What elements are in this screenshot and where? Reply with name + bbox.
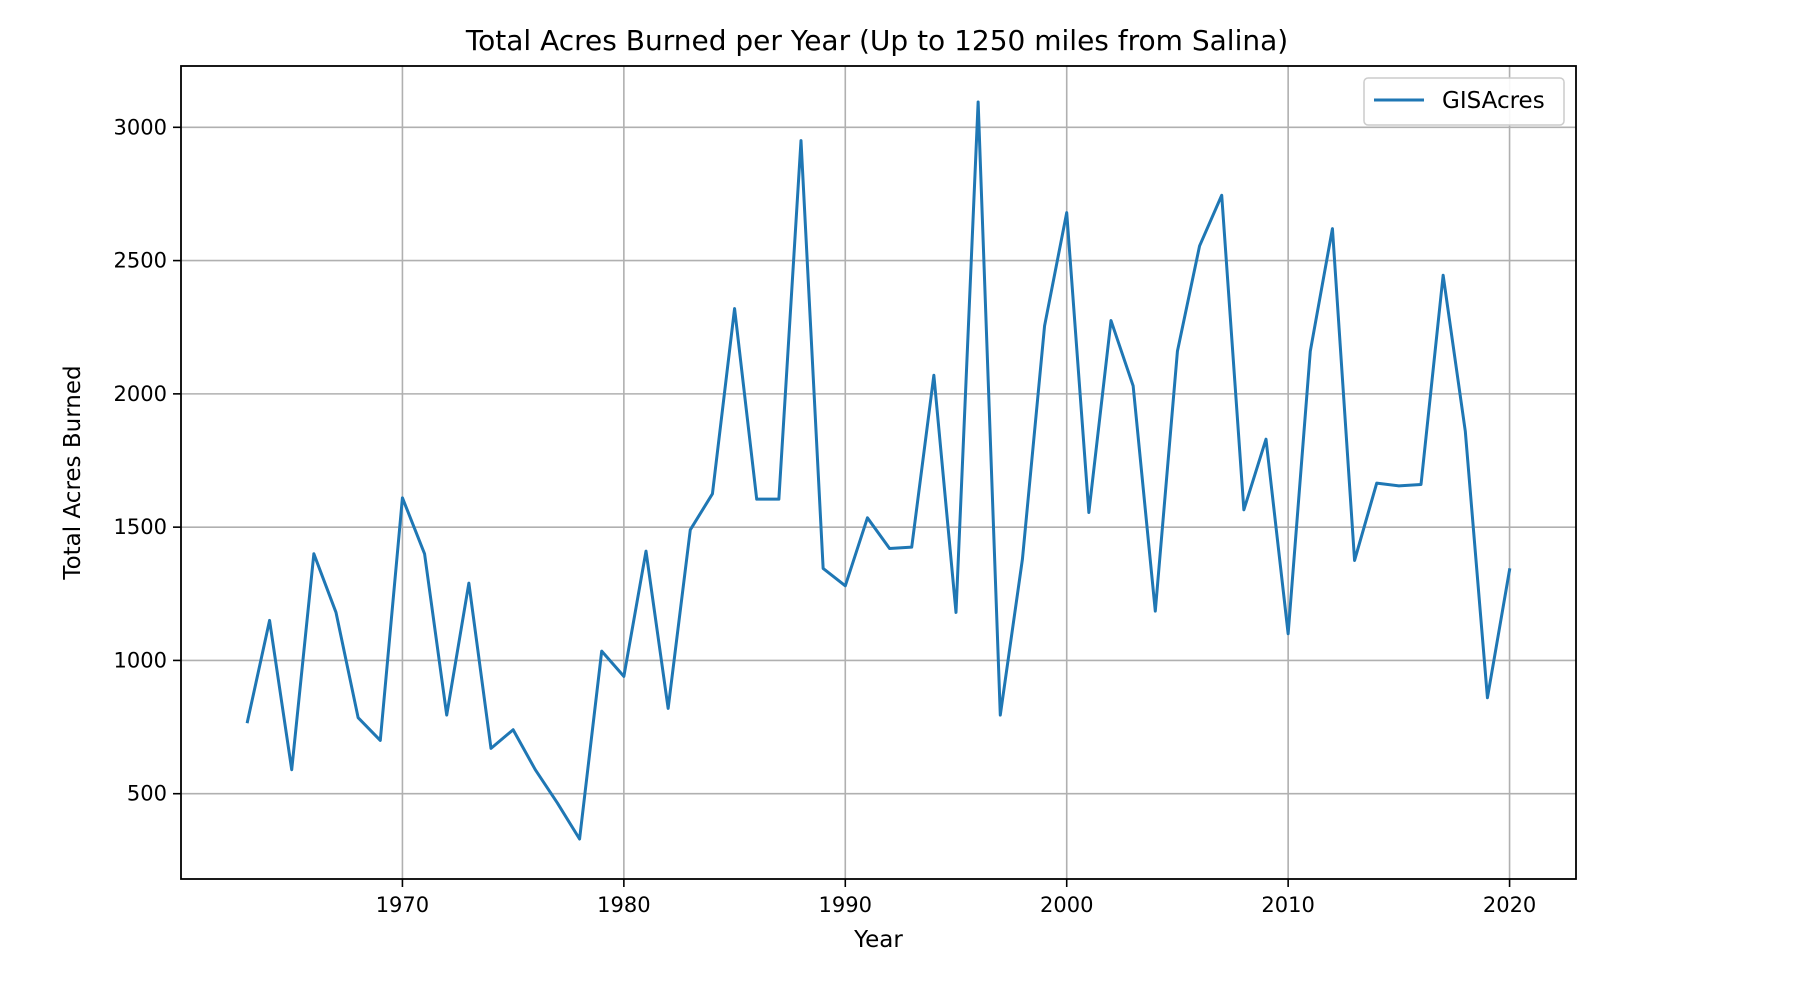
x-axis-label: Year	[853, 927, 903, 953]
y-tick-label: 3000	[114, 115, 167, 139]
data-point	[755, 497, 759, 501]
data-point	[1485, 696, 1489, 700]
data-point	[1198, 244, 1202, 248]
data-point	[400, 496, 404, 500]
chart-title: Total Acres Burned per Year (Up to 1250 …	[465, 24, 1288, 57]
data-point	[533, 768, 537, 772]
data-point	[843, 584, 847, 588]
data-point	[688, 528, 692, 532]
data-point	[1020, 557, 1024, 561]
data-point	[777, 497, 781, 501]
x-tick-label: 1970	[376, 893, 429, 917]
data-point	[1065, 211, 1069, 215]
data-point	[954, 610, 958, 614]
data-point	[1175, 349, 1179, 353]
legend-box	[1363, 77, 1565, 126]
data-point	[378, 738, 382, 742]
data-point	[1242, 508, 1246, 512]
plot-area	[245, 100, 1512, 841]
x-tick-label: 2010	[1261, 893, 1314, 917]
data-point	[1043, 324, 1047, 328]
data-point	[998, 713, 1002, 717]
data-point	[555, 801, 559, 805]
data-point	[1330, 227, 1334, 231]
series-line-gisacres	[245, 100, 1512, 841]
x-tick-label: 1980	[597, 893, 650, 917]
x-tick-label: 1990	[819, 893, 872, 917]
data-point	[1308, 349, 1312, 353]
y-tick-label: 2500	[114, 249, 167, 273]
data-point	[821, 566, 825, 570]
data-point	[976, 100, 980, 104]
data-point	[578, 837, 582, 841]
data-point	[865, 516, 869, 520]
data-point	[644, 549, 648, 553]
data-point	[1397, 484, 1401, 488]
legend-label: GISAcres	[1442, 88, 1545, 114]
data-point	[666, 706, 670, 710]
data-point	[910, 545, 914, 549]
y-axis-label: Total Acres Burned	[60, 365, 86, 580]
y-tick-label: 500	[127, 782, 167, 806]
y-tick-label: 1500	[114, 515, 167, 539]
data-point	[1131, 384, 1135, 388]
data-point	[1286, 632, 1290, 636]
data-point	[799, 139, 803, 143]
data-point	[1264, 437, 1268, 441]
data-point	[622, 674, 626, 678]
data-point	[1463, 429, 1467, 433]
data-point	[423, 552, 427, 556]
data-point	[511, 728, 515, 732]
data-point	[467, 581, 471, 585]
data-point	[334, 610, 338, 614]
data-point	[1109, 319, 1113, 323]
data-point	[710, 492, 714, 496]
data-point	[489, 746, 493, 750]
data-point	[356, 716, 360, 720]
legend: GISAcres	[1363, 77, 1565, 126]
data-point	[1441, 273, 1445, 277]
data-point	[1353, 558, 1357, 562]
data-point	[1419, 482, 1423, 486]
data-point	[1087, 510, 1091, 514]
data-point	[932, 373, 936, 377]
data-point	[888, 546, 892, 550]
data-point	[733, 307, 737, 311]
data-point	[445, 713, 449, 717]
x-tick-label: 2020	[1483, 893, 1536, 917]
data-point	[268, 618, 272, 622]
data-point	[245, 720, 249, 724]
axis-ticks: 1970 1980 1990 2000 2010 2020 500 1000 1500 2000 2…	[114, 115, 1537, 917]
data-point	[290, 768, 294, 772]
x-tick-label: 2000	[1040, 893, 1093, 917]
y-tick-label: 2000	[114, 382, 167, 406]
data-point	[1220, 193, 1224, 197]
data-point	[1153, 609, 1157, 613]
data-point	[312, 552, 316, 556]
data-point	[600, 649, 604, 653]
plot-frame	[180, 65, 1577, 880]
data-point	[1508, 568, 1512, 572]
data-point	[1375, 481, 1379, 485]
grid	[181, 66, 1576, 879]
y-tick-label: 1000	[114, 648, 167, 672]
